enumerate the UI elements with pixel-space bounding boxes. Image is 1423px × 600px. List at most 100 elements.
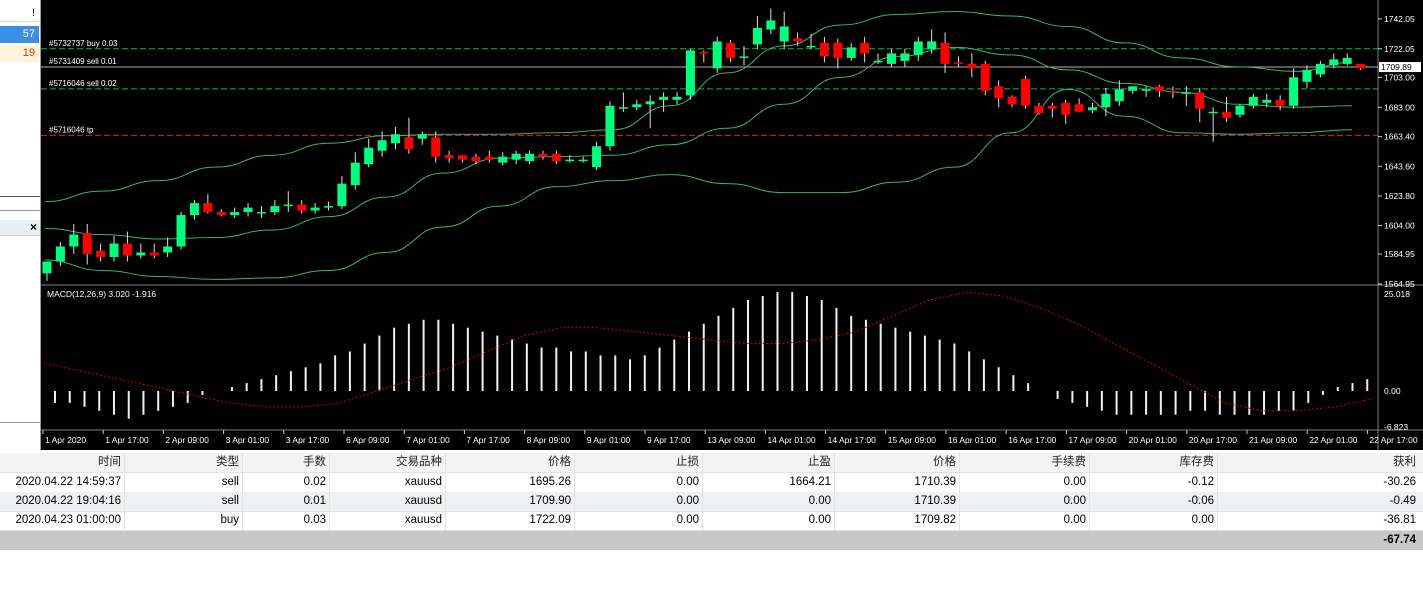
bear-candle — [203, 203, 213, 213]
bull-candle — [1114, 89, 1124, 102]
bull-candle — [323, 206, 333, 208]
price-tick-label: 1604.00 — [1384, 221, 1415, 231]
bear-candle — [1275, 99, 1285, 106]
bear-candle — [699, 51, 709, 54]
bull-candle — [109, 243, 119, 257]
bull-candle — [55, 246, 65, 262]
cell-profit: -36.81 — [1383, 514, 1416, 526]
cell-current-price: 1710.39 — [835, 492, 960, 511]
time-tick-label: 1 Apr 17:00 — [105, 435, 149, 445]
order-line-label: #5731409 sell 0.01 — [49, 57, 117, 66]
bull-candle — [1128, 86, 1138, 91]
time-tick-label: 7 Apr 01:00 — [406, 435, 450, 445]
bull-candle — [886, 53, 896, 64]
bear-candle — [216, 212, 226, 216]
bear-candle — [1074, 104, 1084, 112]
bull-candle — [900, 53, 910, 61]
macd-tick-label: -6.823 — [1384, 422, 1408, 432]
cell-current-price: 1709.82 — [835, 511, 960, 530]
cell-open-price: 1709.90 — [446, 492, 575, 511]
bull-candle — [1289, 77, 1299, 106]
bull-candle — [1208, 111, 1218, 114]
macd-label: MACD(12,26,9) 3.020 -1.916 — [47, 289, 156, 299]
bull-candle — [1141, 89, 1151, 91]
cell-symbol: xauusd — [330, 492, 446, 511]
price-chart[interactable]: 1742.05 1722.05 1703.00 1683.00 1663.40 1643.… — [41, 0, 1423, 450]
header-profit: 获利 — [1393, 456, 1416, 468]
cell-current-price: 1710.39 — [835, 473, 960, 492]
bull-candle — [511, 153, 521, 160]
value-cell-2[interactable]: 19 — [0, 45, 39, 62]
cell-type: sell — [125, 492, 243, 511]
time-tick-label: 22 Apr 01:00 — [1309, 435, 1357, 445]
bull-candle — [270, 206, 280, 213]
bull-candle — [672, 96, 682, 100]
time-tick-label: 14 Apr 01:00 — [767, 435, 815, 445]
bull-candle — [605, 105, 615, 147]
bear-candle — [1020, 78, 1030, 106]
alert-icon[interactable]: ! — [0, 5, 39, 22]
header-open-price: 价格 — [446, 453, 575, 472]
bull-candle — [136, 252, 146, 256]
bull-candle — [310, 207, 320, 211]
bear-candle — [471, 156, 481, 162]
close-icon[interactable]: × — [29, 220, 37, 234]
cell-symbol: xauusd — [330, 473, 446, 492]
bull-candle — [42, 261, 52, 274]
time-tick-label: 9 Apr 01:00 — [587, 435, 631, 445]
time-tick-label: 22 Apr 17:00 — [1369, 435, 1417, 445]
time-tick-label: 15 Apr 09:00 — [888, 435, 936, 445]
header-take-profit: 止盈 — [703, 453, 835, 472]
bull-candle — [337, 183, 347, 207]
cell-swap: -0.12 — [1090, 473, 1218, 492]
bull-candle — [243, 207, 253, 213]
bear-candle — [538, 153, 548, 157]
table-row[interactable]: 2020.04.22 14:59:37 sell 0.02 xauusd 1695.26… — [0, 473, 1423, 493]
bear-candle — [1034, 105, 1044, 114]
bull-candle — [498, 156, 508, 163]
cell-volume: 0.01 — [243, 492, 330, 511]
bear-candle — [833, 42, 843, 58]
price-tick-label: 1584.95 — [1384, 249, 1415, 259]
bear-candle — [1155, 86, 1165, 91]
cell-commission: 0.00 — [960, 492, 1090, 511]
bull-candle — [1315, 63, 1325, 75]
cell-stop-loss: 0.00 — [575, 511, 703, 530]
time-tick-label: 1 Apr 2020 — [45, 435, 86, 445]
price-tick-label: 1683.00 — [1384, 102, 1415, 112]
bull-candle — [578, 159, 588, 162]
bear-candle — [1007, 96, 1017, 105]
bull-candle — [1262, 99, 1272, 103]
price-tick-label: 1623.80 — [1384, 191, 1415, 201]
header-stop-loss: 止损 — [575, 453, 703, 472]
bull-candle — [752, 27, 762, 45]
cell-take-profit: 1664.21 — [703, 473, 835, 492]
time-tick-label: 16 Apr 01:00 — [948, 435, 996, 445]
bear-candle — [1222, 111, 1232, 118]
table-row[interactable]: 2020.04.22 19:04:16 sell 0.01 xauusd 1709.90… — [0, 492, 1423, 512]
bull-candle — [1302, 69, 1312, 82]
price-tick-label: 1742.05 — [1384, 14, 1415, 24]
value-cell-1[interactable]: 57 — [0, 26, 39, 43]
bear-candle — [1356, 63, 1366, 69]
time-tick-label: 13 Apr 09:00 — [707, 435, 755, 445]
time-tick-label: 16 Apr 17:00 — [1008, 435, 1056, 445]
bull-candle — [766, 20, 776, 30]
cell-profit: -30.26 — [1383, 476, 1416, 488]
header-swap: 库存费 — [1090, 453, 1218, 472]
table-total-row: -67.74 — [0, 531, 1423, 550]
price-tick-label: 1663.40 — [1384, 132, 1415, 142]
price-tick-label: 1643.60 — [1384, 161, 1415, 171]
bear-candle — [444, 155, 454, 159]
cell-time: 2020.04.22 14:59:37 — [0, 473, 125, 492]
bull-candle — [1248, 96, 1258, 106]
bear-candle — [860, 42, 870, 54]
bull-candle — [189, 203, 199, 216]
cell-commission: 0.00 — [960, 511, 1090, 530]
time-tick-label: 20 Apr 01:00 — [1129, 435, 1177, 445]
price-tick-label: 1703.00 — [1384, 72, 1415, 82]
table-row[interactable]: 2020.04.23 01:00:00 buy 0.03 xauusd 1722.09 0… — [0, 511, 1423, 531]
table-header: 时间 类型 手数 交易品种 价格 止损 止盈 价格 手续费 库存费 获利 — [0, 453, 1423, 473]
chart-canvas[interactable]: 1742.05 1722.05 1703.00 1683.00 1663.40 1643.… — [41, 0, 1423, 450]
left-panel: ! 57 19 × — [0, 0, 41, 450]
